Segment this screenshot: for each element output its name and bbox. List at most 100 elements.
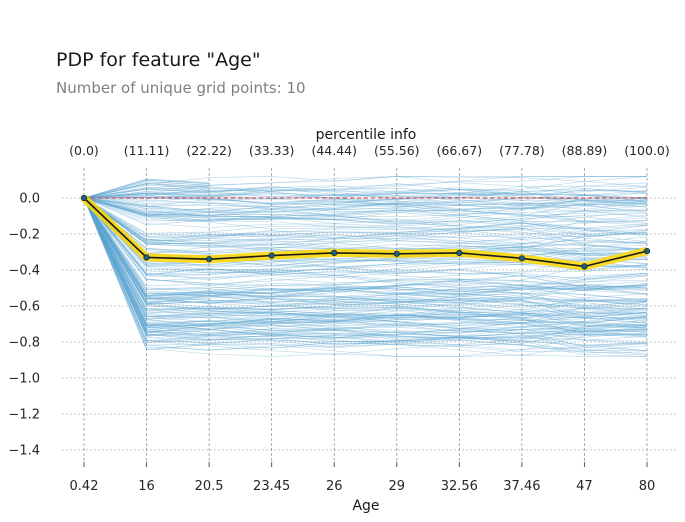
x-tick-label: 37.46 <box>503 479 540 494</box>
ice-line <box>83 197 648 291</box>
ice-line <box>83 197 648 280</box>
ice-line <box>83 197 648 293</box>
ice-line <box>83 197 648 296</box>
ice-line <box>83 197 648 325</box>
ice-line <box>83 197 648 308</box>
ice-line <box>83 197 648 297</box>
ice-line <box>83 182 210 199</box>
ice-line <box>83 197 648 345</box>
ice-line <box>83 197 648 217</box>
ice-line <box>83 197 648 326</box>
y-tick-label: 0.0 <box>19 192 40 207</box>
ice-line <box>83 197 648 271</box>
x-tick-label: 20.5 <box>195 479 224 494</box>
ice-line <box>83 197 648 250</box>
ice-line <box>83 197 648 244</box>
ice-line <box>83 197 648 311</box>
ice-line <box>83 197 648 331</box>
ice-line <box>83 197 648 356</box>
ice-line <box>83 197 648 348</box>
pdp-point <box>143 254 150 261</box>
ice-line <box>83 183 210 199</box>
ice-line <box>83 197 648 340</box>
ice-line <box>83 197 648 292</box>
ice-line <box>83 187 210 199</box>
ice-line <box>83 197 648 245</box>
percentile-tick-label: (11.11) <box>124 143 170 158</box>
y-axis-tick-labels: 0.0 −0.2 −0.4 −0.6 −0.8 −1.0 −1.2 −1.4 <box>8 192 40 459</box>
ice-line <box>83 197 648 341</box>
ice-line <box>83 179 210 199</box>
ice-line <box>83 183 210 199</box>
ice-line <box>83 179 210 199</box>
ice-line <box>83 197 648 319</box>
ice-line <box>83 197 648 329</box>
percentile-tick-label: (77.78) <box>499 143 545 158</box>
ice-line <box>83 197 648 235</box>
ice-line <box>83 197 648 294</box>
ice-line <box>83 197 648 216</box>
ice-line <box>83 187 648 199</box>
ice-line <box>83 197 648 277</box>
ice-line <box>83 181 210 199</box>
ice-line <box>83 197 648 319</box>
chart-title: PDP for feature "Age" <box>56 49 261 71</box>
ice-line <box>83 197 648 228</box>
ice-line <box>83 197 648 297</box>
ice-line <box>83 187 648 223</box>
ice-line <box>83 190 648 213</box>
ice-line <box>83 188 648 201</box>
ice-line <box>83 197 648 288</box>
y-tick-label: −1.4 <box>8 444 40 459</box>
ice-line <box>83 192 648 206</box>
ice-line <box>83 197 648 310</box>
ice-line <box>83 197 648 356</box>
ice-line <box>83 197 648 311</box>
ice-line <box>83 197 648 304</box>
ice-line <box>83 197 648 270</box>
y-tick-label: −0.8 <box>8 336 40 351</box>
x-tick-label: 47 <box>576 479 593 494</box>
ice-line <box>83 197 648 324</box>
ice-line <box>83 197 648 330</box>
ice-line <box>83 197 648 244</box>
ice-line <box>83 197 648 297</box>
y-tick-label: −1.0 <box>8 372 40 387</box>
ice-line <box>83 197 648 268</box>
ice-line <box>83 193 648 204</box>
ice-line <box>83 197 648 226</box>
percentile-axis-label: percentile info <box>316 127 417 143</box>
ice-line <box>83 197 648 338</box>
ice-line <box>83 197 648 331</box>
ice-line <box>83 197 648 296</box>
ice-line <box>83 197 648 338</box>
x-axis-tick-labels: 0.42 16 20.5 23.45 26 29 32.56 37.46 47 80 <box>70 462 655 494</box>
y-tick-label: −0.4 <box>8 264 40 279</box>
ice-line <box>83 189 648 208</box>
ice-line <box>83 197 648 306</box>
ice-line <box>83 197 648 307</box>
ice-line <box>83 197 648 238</box>
ice-line <box>83 197 648 218</box>
ice-line <box>83 197 648 334</box>
ice-line <box>83 197 648 216</box>
ice-line <box>83 197 648 304</box>
ice-line <box>83 197 648 324</box>
ice-line <box>83 197 648 335</box>
ice-line <box>83 197 648 245</box>
ice-line <box>83 197 648 302</box>
ice-line <box>83 197 648 247</box>
ice-line <box>83 197 648 241</box>
ice-line <box>83 193 648 205</box>
ice-line <box>83 185 648 203</box>
ice-line <box>83 197 648 291</box>
x-tick-label: 32.56 <box>441 479 478 494</box>
ice-line <box>83 197 648 353</box>
ice-line <box>83 197 648 249</box>
percentile-tick-label: (44.44) <box>311 143 357 158</box>
percentile-tick-label: (33.33) <box>249 143 295 158</box>
ice-line <box>83 179 210 199</box>
ice-line <box>83 197 648 295</box>
ice-line <box>83 197 648 328</box>
ice-line <box>83 197 648 327</box>
